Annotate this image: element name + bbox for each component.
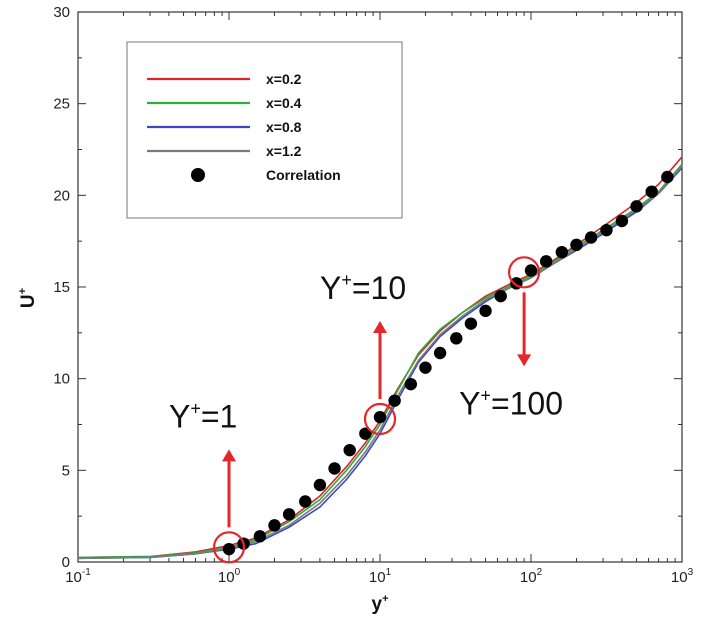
correlation-point bbox=[222, 542, 236, 556]
annotation-label: Y+=1 bbox=[169, 398, 237, 434]
correlation-point bbox=[645, 185, 658, 198]
x-tick-label: 103 bbox=[671, 567, 694, 586]
x-axis-title-base: y bbox=[371, 594, 382, 615]
y-axis-title-sup: + bbox=[17, 288, 29, 294]
correlation-point bbox=[419, 361, 432, 374]
correlation-point bbox=[584, 231, 598, 244]
correlation-point bbox=[313, 478, 327, 492]
correlation-point bbox=[555, 245, 569, 259]
correlation-point bbox=[494, 289, 507, 303]
correlation-point bbox=[268, 519, 281, 532]
annotations: Y+=1 Y+=10 Y+=100 bbox=[169, 256, 563, 564]
y-tick-label: 5 bbox=[62, 462, 70, 479]
legend-label: Correlation bbox=[266, 167, 341, 183]
correlation-point bbox=[600, 223, 613, 237]
legend-label: x=0.2 bbox=[266, 71, 302, 87]
annotation-circle bbox=[507, 256, 541, 289]
correlation-point bbox=[450, 332, 463, 345]
legend-label: x=1.2 bbox=[266, 143, 302, 159]
axis-ticks: 0 5 10 15 20 25 30 10-1 100 101 102 103 bbox=[53, 4, 693, 586]
legend-swatch-marker bbox=[191, 168, 205, 182]
correlation-point bbox=[359, 427, 372, 440]
correlation-point bbox=[661, 170, 674, 184]
annotation-circle bbox=[212, 531, 246, 564]
correlation-markers bbox=[222, 170, 674, 556]
correlation-point bbox=[328, 462, 341, 475]
y-axis-title-base: U bbox=[18, 294, 39, 308]
correlation-point bbox=[479, 304, 492, 318]
x-axis-title-sup: + bbox=[382, 593, 388, 605]
y-tick-label: 0 bbox=[62, 554, 70, 571]
y-tick-label: 30 bbox=[53, 4, 70, 21]
correlation-point bbox=[630, 200, 643, 213]
correlation-point bbox=[373, 410, 387, 424]
legend-label: x=0.8 bbox=[266, 119, 302, 135]
x-tick-label: 101 bbox=[369, 567, 392, 586]
x-tick-label: 102 bbox=[520, 567, 543, 586]
y-tick-label: 25 bbox=[53, 96, 70, 113]
legend-box bbox=[126, 41, 403, 219]
correlation-point bbox=[615, 214, 629, 228]
y-tick-label: 10 bbox=[53, 371, 70, 388]
correlation-point bbox=[570, 238, 583, 252]
x-tick-label: 10-1 bbox=[65, 567, 91, 586]
correlation-point bbox=[388, 394, 401, 407]
correlation-point bbox=[282, 508, 296, 521]
y-tick-label: 20 bbox=[53, 187, 70, 204]
annotation-label: Y+=100 bbox=[459, 385, 563, 421]
annotation-arrow-head bbox=[373, 321, 387, 333]
x-tick-label: 100 bbox=[218, 567, 241, 586]
annotation-arrow-head bbox=[222, 449, 236, 462]
correlation-point bbox=[343, 443, 356, 457]
legend: x=0.2 x=0.4 x=0.8 x=1.2 Correlation bbox=[126, 41, 403, 219]
legend-label: x=0.4 bbox=[266, 95, 302, 111]
correlation-point bbox=[433, 346, 447, 360]
correlation-point bbox=[404, 377, 418, 391]
annotation-arrow-head bbox=[517, 354, 532, 367]
annotation-circle bbox=[363, 402, 397, 436]
correlation-point bbox=[299, 495, 312, 508]
correlation-point bbox=[253, 530, 267, 543]
correlation-point bbox=[539, 255, 553, 268]
y-tick-label: 15 bbox=[53, 279, 70, 296]
annotation-label: Y+=10 bbox=[320, 270, 406, 306]
correlation-point bbox=[524, 264, 538, 277]
correlation-point bbox=[464, 317, 478, 330]
y-axis-title: U+ bbox=[17, 288, 39, 308]
x-axis-title: y+ bbox=[371, 593, 388, 615]
